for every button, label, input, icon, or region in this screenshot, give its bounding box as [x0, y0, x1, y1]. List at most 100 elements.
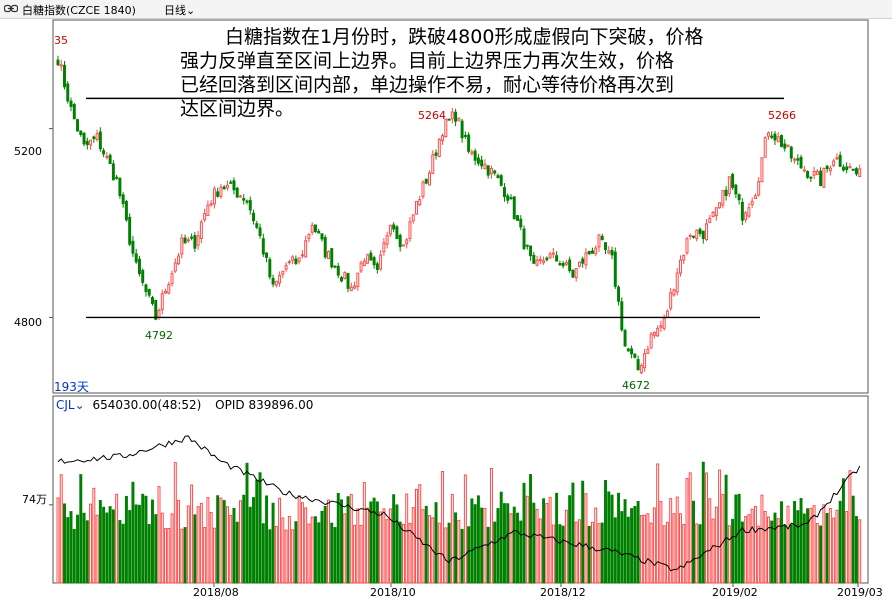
candle-body [652, 331, 656, 336]
candle-body [388, 224, 392, 235]
volume-bar [320, 510, 324, 584]
volume-bar [828, 508, 832, 584]
volume-bar [105, 512, 109, 584]
candle-body [705, 223, 709, 241]
candle-body [555, 255, 559, 262]
candle-body [271, 277, 275, 285]
candle-body [597, 234, 601, 248]
candle-body [649, 333, 653, 349]
opid-value: OPID 839896.00 [215, 398, 314, 412]
volume-bar [796, 510, 800, 584]
candle-body [89, 139, 93, 146]
candle-body [731, 173, 735, 188]
candle-body [656, 327, 660, 337]
volume-bars [56, 461, 862, 584]
range-boundaries [86, 97, 784, 319]
volume-bar [66, 517, 70, 584]
volume-bar [441, 470, 445, 584]
volume-bar [467, 526, 471, 584]
candle-body [56, 59, 60, 66]
volume-bar [489, 468, 493, 584]
candle-body [708, 217, 712, 223]
candle-body [506, 195, 510, 201]
candle-body [424, 178, 428, 184]
volume-bar [167, 528, 171, 584]
candle-body [532, 254, 536, 264]
candle-body [854, 168, 858, 175]
candle-body [776, 136, 780, 143]
candle-body [838, 154, 842, 167]
volume-bar [705, 472, 709, 584]
candle-body [509, 197, 513, 200]
candle-body [379, 254, 383, 270]
candle-body [480, 159, 484, 167]
candle-body [137, 258, 141, 274]
volume-bar [137, 504, 141, 584]
candle-body [848, 166, 852, 169]
candle-body [105, 155, 109, 158]
volume-bar [252, 497, 256, 584]
volume-bar [454, 512, 458, 584]
volume-bar [522, 482, 526, 584]
volume-bar [753, 505, 757, 584]
trough-label-dec: 4672 [622, 379, 650, 392]
candle-body [265, 252, 269, 258]
volume-bar [812, 505, 816, 584]
candle-body [604, 242, 607, 250]
volume-bar [291, 529, 295, 584]
volume-bar [388, 508, 392, 584]
volume-bar [183, 527, 187, 584]
candle-body [714, 207, 718, 217]
candle-body [819, 170, 823, 186]
candle-body [594, 247, 598, 255]
candle-body [607, 250, 611, 254]
candle-body [274, 280, 278, 286]
volume-bar [72, 529, 76, 584]
volume-bar [587, 525, 591, 584]
volume-bar [431, 517, 435, 584]
volume-bar [307, 523, 311, 584]
volume-bar [190, 484, 194, 584]
candle-body [617, 286, 621, 302]
candle-body [763, 137, 767, 158]
volume-bar [336, 492, 340, 584]
chain-link-icon [4, 4, 18, 13]
volume-bar [297, 495, 301, 584]
volume-bar [480, 507, 484, 584]
candle-body [362, 260, 366, 267]
candle-body [639, 365, 643, 374]
volume-bar [519, 520, 523, 584]
candle-body [245, 200, 249, 203]
candle-body [574, 268, 578, 279]
volume-bar [242, 494, 246, 584]
volume-bar [770, 520, 774, 584]
volume-bar [333, 527, 337, 584]
volume-bar [675, 496, 679, 584]
volume-bar [688, 472, 692, 584]
candle-body [248, 199, 252, 211]
period-selector[interactable]: 日线⌄ [164, 2, 195, 18]
indicator-selector[interactable]: CJL⌄ [56, 398, 85, 412]
candle-body [190, 236, 194, 239]
annotation-line-2: 强力反弹直至区间上边界。目前上边界压力再次生效，价格 [180, 50, 675, 72]
volume-bar [620, 511, 624, 584]
volume-bar [157, 486, 161, 584]
candle-body [590, 250, 594, 254]
volume-bar [617, 492, 621, 584]
candle-body [66, 83, 70, 102]
volume-bar [854, 516, 858, 584]
chart-annotation-text: 白糖指数在1月份时，跌破4800形成虚假向下突破，价格 强力反弹直至区间上边界。… [180, 25, 810, 121]
volume-bar [848, 470, 852, 584]
volume-bar [63, 503, 66, 584]
candle-body [519, 218, 523, 228]
volume-bar [851, 495, 855, 584]
volume-bar [366, 507, 370, 584]
candle-body [281, 270, 285, 275]
volume-bar [392, 494, 396, 584]
candle-body [307, 234, 311, 240]
candle-body [219, 186, 223, 197]
candle-body [600, 235, 604, 241]
candle-body [806, 171, 810, 178]
volume-header: CJL⌄ 654030.00(48:52) OPID 839896.00 [56, 398, 313, 412]
candle-body [398, 234, 402, 248]
